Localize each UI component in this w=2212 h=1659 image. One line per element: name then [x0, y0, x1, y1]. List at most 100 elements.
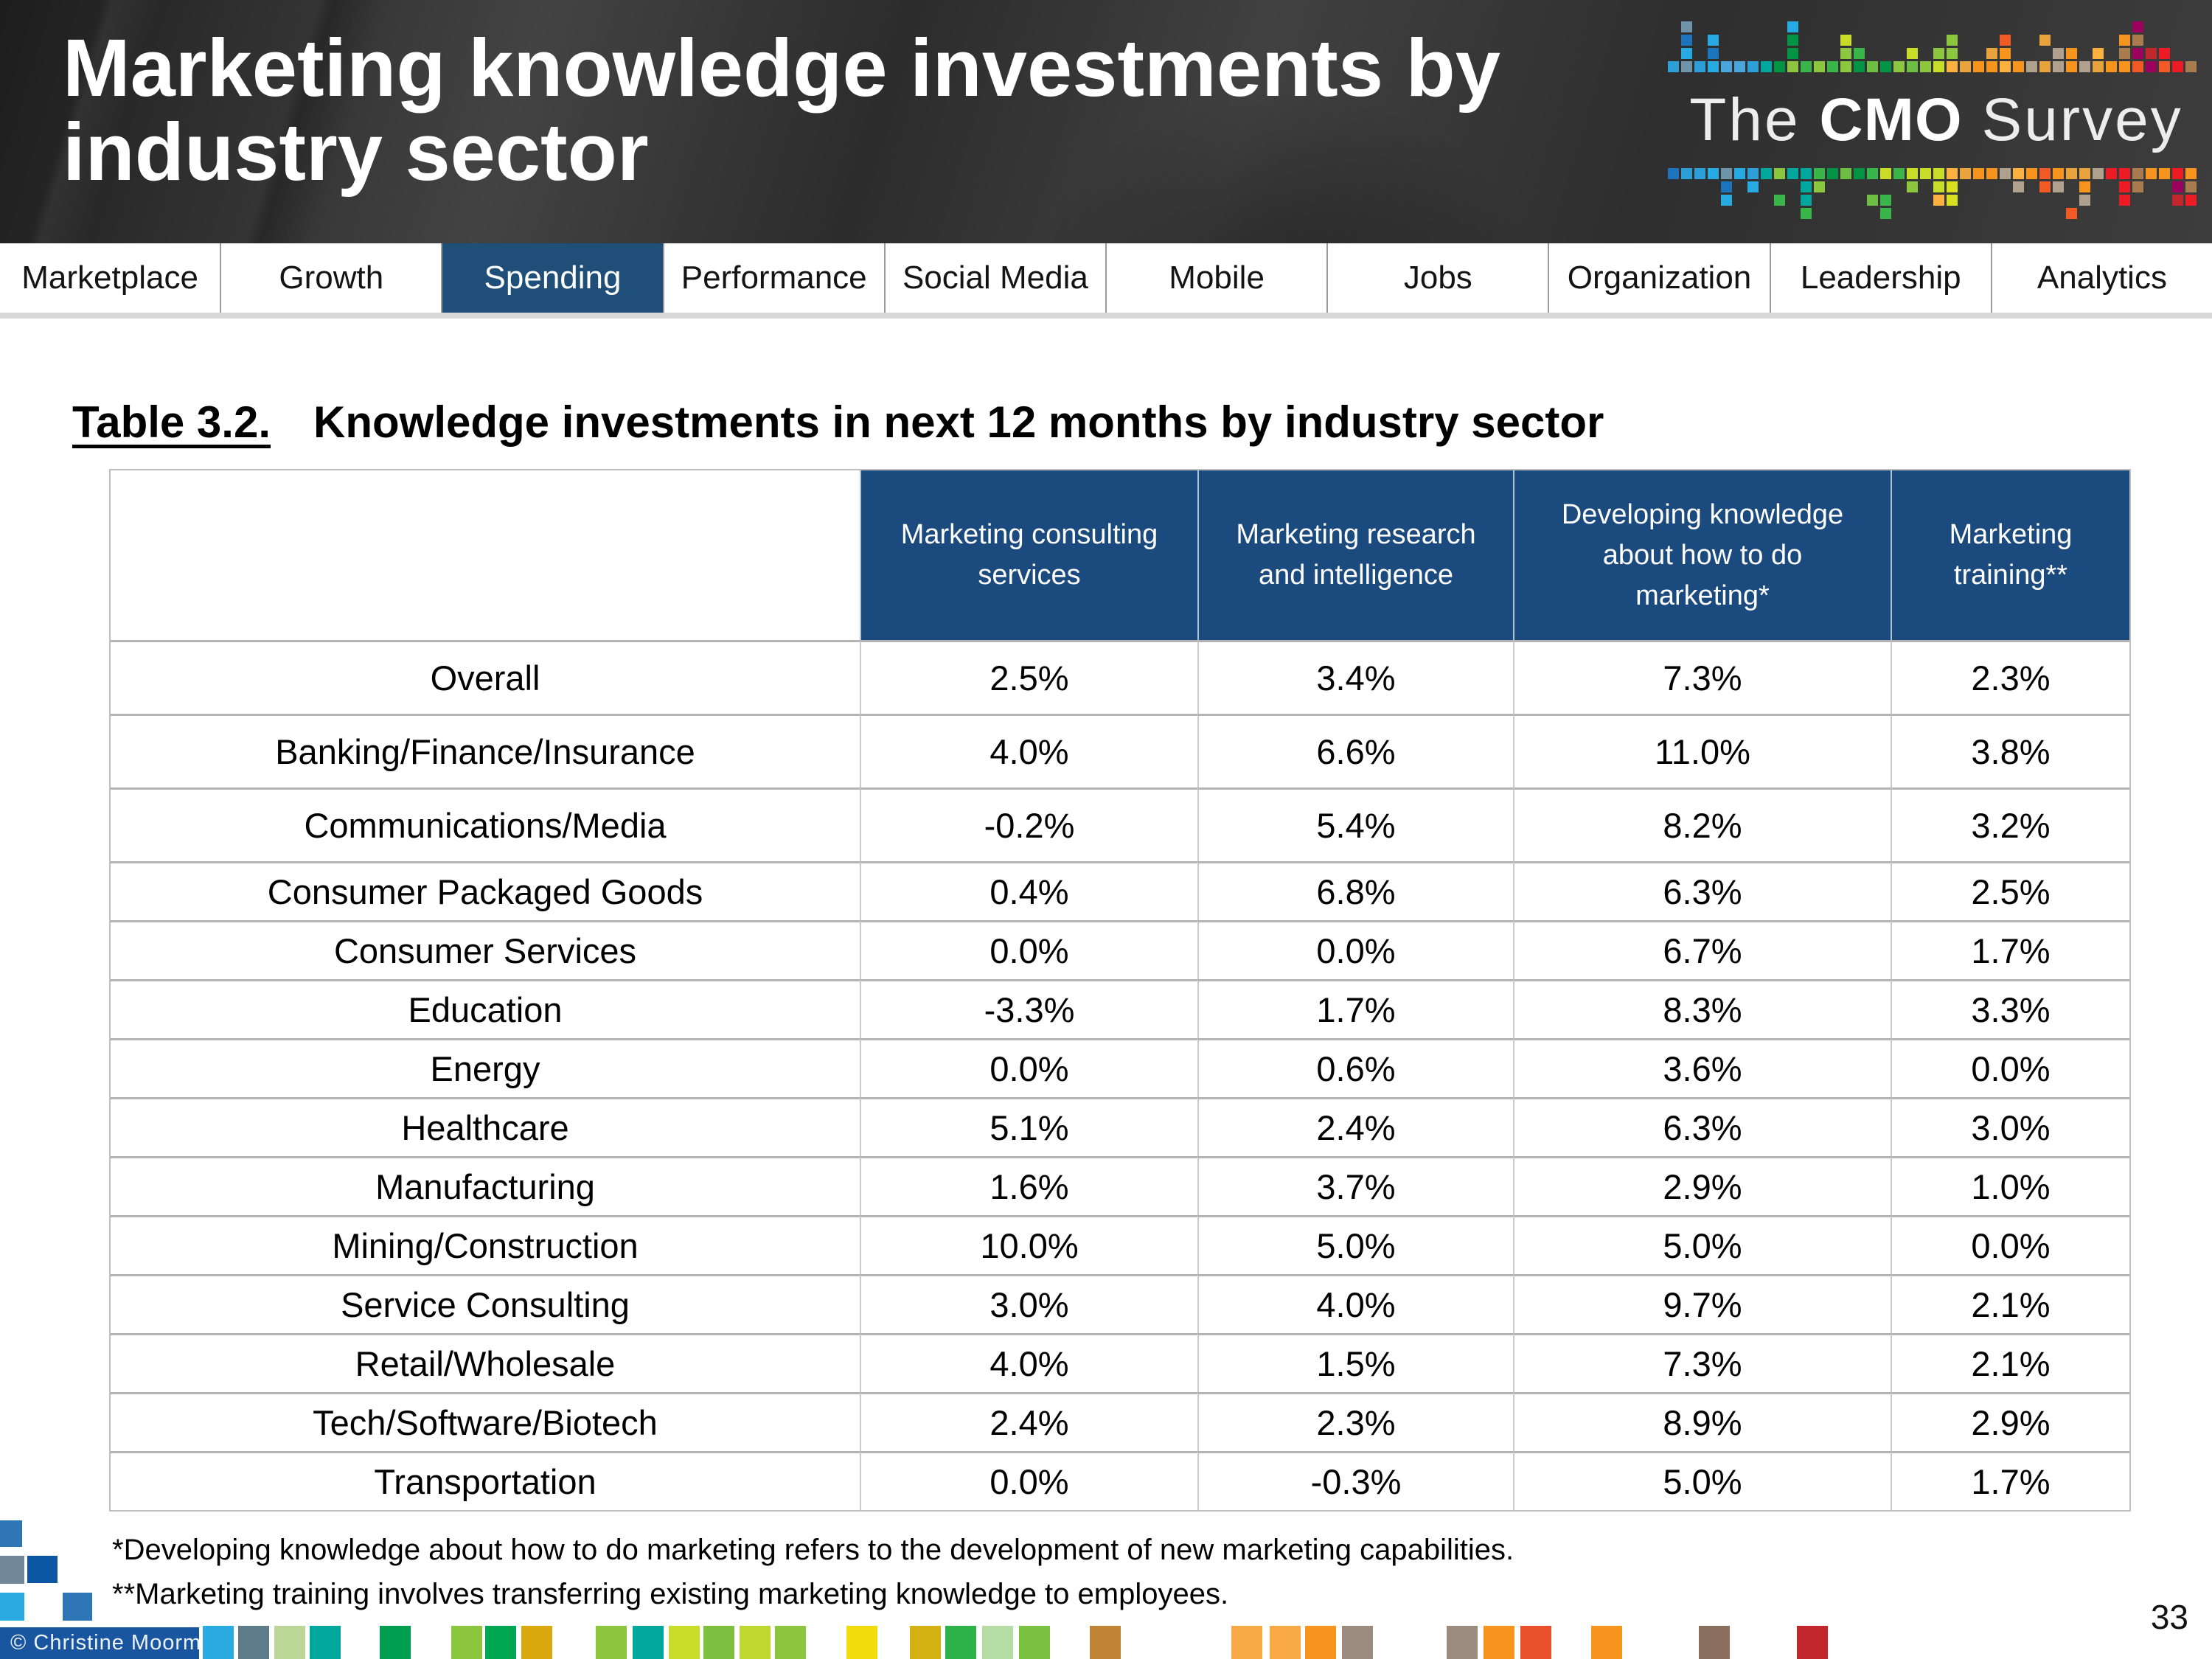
data-cell: 6.3% — [1513, 861, 1891, 920]
logo-pixel — [1947, 168, 1958, 179]
column-header-consulting: Marketing consulting services — [860, 470, 1197, 640]
logo-pixel — [1694, 61, 1705, 72]
logo-pixel — [2132, 181, 2143, 192]
logo-pixel — [2172, 181, 2183, 192]
logo-pixel — [2053, 168, 2064, 179]
logo-pixel — [1747, 61, 1759, 72]
logo-pixel — [1907, 48, 1918, 59]
logo-pixel — [2039, 168, 2051, 179]
tab-leadership[interactable]: Leadership — [1769, 243, 1991, 313]
tab-jobs[interactable]: Jobs — [1326, 243, 1548, 313]
page-title-line2: industry sector — [63, 107, 649, 198]
mosaic-square — [0, 1593, 24, 1621]
logo-pixel — [1721, 168, 1732, 179]
slide-header: Marketing knowledge investments by indus… — [0, 0, 2212, 243]
tab-growth[interactable]: Growth — [220, 243, 441, 313]
logo-pixel-band-bottom — [1668, 168, 2205, 221]
strip-square — [1019, 1626, 1050, 1659]
row-label: Healthcare — [111, 1097, 860, 1156]
strip-square — [596, 1626, 627, 1659]
data-cell: 3.3% — [1891, 979, 2129, 1038]
tab-marketplace[interactable]: Marketplace — [0, 243, 220, 313]
row-label: Transportation — [111, 1451, 860, 1510]
strip-square — [1342, 1626, 1373, 1659]
logo-pixel — [1787, 61, 1798, 72]
data-cell: 3.2% — [1891, 787, 2129, 861]
strip-square — [1484, 1626, 1514, 1659]
data-cell: 0.0% — [1197, 920, 1513, 979]
tab-label: Analytics — [2037, 260, 2167, 296]
row-label: Manufacturing — [111, 1156, 860, 1215]
logo-pixel — [2066, 61, 2077, 72]
strip-square — [485, 1626, 516, 1659]
data-cell: 0.0% — [860, 920, 1197, 979]
logo-pixel — [2172, 61, 2183, 72]
logo-pixel — [1893, 168, 1905, 179]
tab-mobile[interactable]: Mobile — [1105, 243, 1326, 313]
logo-pixel — [1933, 181, 1944, 192]
data-cell: -0.3% — [1197, 1451, 1513, 1510]
logo-pixel — [2159, 48, 2170, 59]
row-label: Banking/Finance/Insurance — [111, 714, 860, 787]
logo-pixel — [2132, 168, 2143, 179]
tab-spending[interactable]: Spending — [441, 243, 663, 313]
logo-pixel — [1960, 168, 1971, 179]
logo-word-cmo: CMO — [1819, 86, 1963, 153]
data-cell: 3.0% — [1891, 1097, 2129, 1156]
data-cell: 3.8% — [1891, 714, 2129, 787]
logo-pixel — [1893, 61, 1905, 72]
logo-pixel — [1973, 61, 1984, 72]
logo-pixel — [1668, 168, 1679, 179]
logo-word-the: The — [1689, 86, 1801, 153]
logo-pixel — [2053, 61, 2064, 72]
logo-pixel — [1840, 61, 1851, 72]
data-cell: 5.0% — [1513, 1451, 1891, 1510]
data-cell: 4.0% — [860, 714, 1197, 787]
row-label: Consumer Services — [111, 920, 860, 979]
strip-square — [945, 1626, 976, 1659]
strip-square — [451, 1626, 482, 1659]
tab-social-media[interactable]: Social Media — [883, 243, 1105, 313]
strip-square — [1797, 1626, 1828, 1659]
table-caption-title: Knowledge investments in next 12 months … — [313, 397, 1604, 447]
data-cell: 5.0% — [1513, 1215, 1891, 1274]
logo-pixel — [2053, 48, 2064, 59]
logo-pixel — [1774, 61, 1785, 72]
logo-pixel — [1787, 48, 1798, 59]
data-cell: 0.0% — [1891, 1215, 2129, 1274]
data-cell: 0.4% — [860, 861, 1197, 920]
data-cell: 2.1% — [1891, 1274, 2129, 1333]
tab-analytics[interactable]: Analytics — [1990, 243, 2212, 313]
logo-pixel — [2000, 61, 2011, 72]
logo-pixel — [2013, 61, 2024, 72]
logo-pixel — [1721, 181, 1732, 192]
section-tabs: Marketplace Growth Spending Performance … — [0, 243, 2212, 313]
logo-pixel — [1840, 48, 1851, 59]
logo-pixel — [1734, 61, 1745, 72]
tab-performance[interactable]: Performance — [662, 243, 884, 313]
mosaic-square — [27, 1556, 58, 1583]
logo-pixel — [1907, 168, 1918, 179]
row-label: Tech/Software/Biotech — [111, 1392, 860, 1451]
logo-pixel — [1721, 61, 1732, 72]
strip-square — [775, 1626, 806, 1659]
logo-pixel — [2185, 181, 2197, 192]
logo-pixel — [2172, 195, 2183, 206]
logo-pixel — [2172, 168, 2183, 179]
logo-pixel — [1960, 61, 1971, 72]
row-label: Communications/Media — [111, 787, 860, 861]
tab-label: Organization — [1567, 260, 1752, 296]
data-cell: 0.6% — [1197, 1038, 1513, 1097]
logo-pixel — [1986, 168, 1997, 179]
tab-label: Leadership — [1800, 260, 1961, 296]
logo-pixel — [1787, 168, 1798, 179]
logo-pixel — [1854, 48, 1865, 59]
logo-pixel — [2000, 35, 2011, 46]
page-title-line1: Marketing knowledge investments by — [63, 23, 1500, 114]
logo-pixel — [1933, 168, 1944, 179]
data-cell: 7.3% — [1513, 1333, 1891, 1392]
logo-pixel — [2146, 48, 2157, 59]
data-cell: -3.3% — [860, 979, 1197, 1038]
tab-organization[interactable]: Organization — [1548, 243, 1769, 313]
